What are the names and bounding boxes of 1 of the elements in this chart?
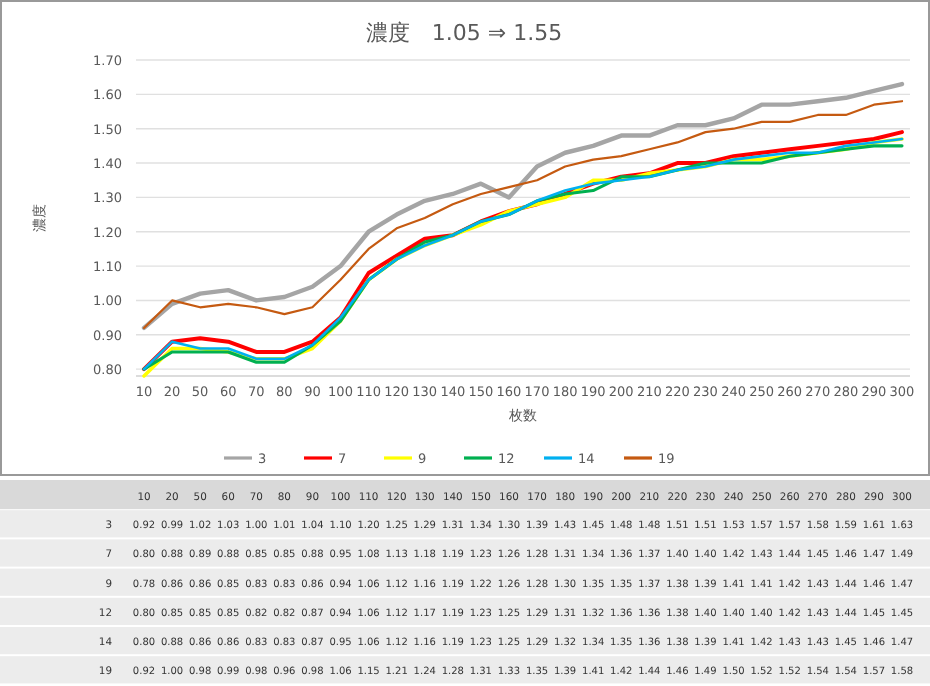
chart-title: 濃度 1.05 ⇒ 1.55 xyxy=(365,20,563,46)
